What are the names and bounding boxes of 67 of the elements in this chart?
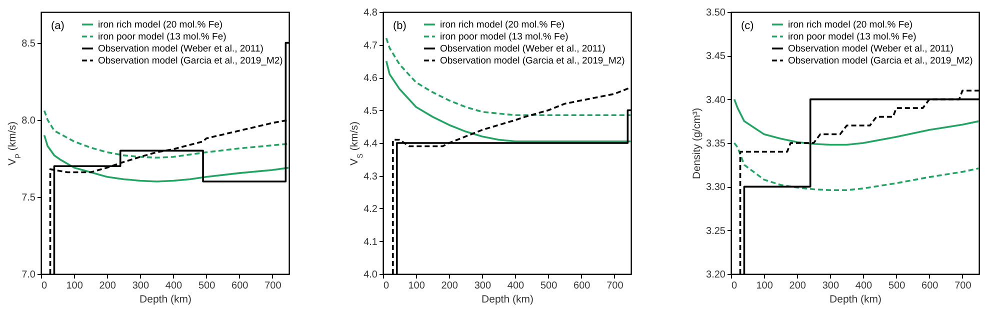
legend-label: Observation model (Weber et al., 2011) bbox=[98, 44, 264, 54]
legend-label: iron poor model (13 mol.% Fe) bbox=[440, 32, 568, 42]
legend-label: Observation model (Weber et al., 2011) bbox=[788, 44, 954, 54]
x-tick-label: 200 bbox=[441, 280, 458, 292]
legend-label: iron rich model (20 mol.% Fe) bbox=[788, 20, 913, 30]
x-axis-title: Depth (km) bbox=[830, 294, 882, 306]
x-tick-label: 400 bbox=[507, 280, 525, 292]
annotation: (b) bbox=[393, 20, 406, 32]
x-tick-label: 600 bbox=[922, 280, 939, 292]
y-tick-label: 4.1 bbox=[364, 236, 378, 248]
x-axis-title: Depth (km) bbox=[482, 294, 534, 306]
annotation: (a) bbox=[51, 20, 64, 32]
legend-label: Observation model (Weber et al., 2011) bbox=[440, 44, 606, 54]
line-series bbox=[43, 110, 289, 159]
x-tick-label: 500 bbox=[888, 280, 906, 292]
y-tick-label: 4.2 bbox=[364, 204, 378, 215]
legend-label: Observation model (Garcia et al., 2019_M2) bbox=[440, 56, 625, 66]
legend-label: Observation model (Garcia et al., 2019_M2) bbox=[98, 56, 283, 66]
x-tick-label: 300 bbox=[132, 280, 150, 292]
y-tick-label: 4.8 bbox=[364, 8, 378, 18]
x-tick-label: 0 bbox=[42, 280, 48, 292]
y-tick-label: 3.40 bbox=[706, 94, 726, 106]
y-tick-label: 3.25 bbox=[706, 226, 726, 237]
x-tick-label: 500 bbox=[540, 280, 558, 292]
y-tick-label: 4.7 bbox=[364, 40, 378, 52]
x-tick-label: 600 bbox=[574, 280, 591, 292]
x-tick-label: 100 bbox=[66, 280, 84, 292]
y-tick-label: 7.5 bbox=[22, 192, 36, 204]
y-tick-label: 8.0 bbox=[22, 115, 36, 126]
y-tick-label: 4.0 bbox=[364, 270, 378, 280]
legend-label: Observation model (Garcia et al., 2019_M2) bbox=[788, 56, 973, 66]
x-tick-label: 200 bbox=[789, 280, 806, 292]
y-tick-label: 4.6 bbox=[364, 73, 378, 84]
x-tick-label: 400 bbox=[855, 280, 873, 292]
x-tick-label: 700 bbox=[954, 280, 972, 292]
x-tick-label: 300 bbox=[822, 280, 840, 292]
y-axis-title: Density (g/cm³) bbox=[691, 108, 704, 180]
y-tick-label: 4.4 bbox=[364, 138, 378, 150]
x-tick-label: 600 bbox=[232, 280, 249, 292]
line-series bbox=[733, 98, 979, 146]
y-tick-label: 3.30 bbox=[706, 182, 726, 194]
x-tick-label: 0 bbox=[384, 280, 390, 292]
y-tick-label: 3.35 bbox=[706, 138, 726, 150]
y-tick-label: 3.45 bbox=[706, 51, 726, 62]
x-tick-label: 300 bbox=[474, 280, 492, 292]
legend-label: iron poor model (13 mol.% Fe) bbox=[98, 32, 226, 42]
y-tick-label: 8.5 bbox=[22, 38, 36, 50]
line-series bbox=[43, 134, 289, 182]
x-tick-label: 400 bbox=[165, 280, 183, 292]
legend-label: iron poor model (13 mol.% Fe) bbox=[788, 32, 916, 42]
x-tick-label: 0 bbox=[732, 280, 738, 292]
legend-label: iron rich model (20 mol.% Fe) bbox=[98, 20, 223, 30]
y-tick-label: 4.3 bbox=[364, 171, 378, 182]
y-tick-label: 4.5 bbox=[364, 106, 378, 117]
x-axis-title: Depth (km) bbox=[140, 294, 192, 306]
x-tick-label: 100 bbox=[756, 280, 774, 292]
legend-label: iron rich model (20 mol.% Fe) bbox=[440, 20, 565, 30]
y-tick-label: 3.50 bbox=[706, 8, 726, 18]
x-tick-label: 200 bbox=[99, 280, 116, 292]
x-tick-label: 700 bbox=[264, 280, 282, 292]
x-tick-label: 100 bbox=[408, 280, 426, 292]
x-tick-label: 700 bbox=[606, 280, 624, 292]
y-tick-label: 7.0 bbox=[22, 270, 36, 280]
annotation: (c) bbox=[741, 20, 754, 32]
y-tick-label: 3.20 bbox=[706, 270, 726, 280]
line-series bbox=[733, 142, 979, 192]
x-tick-label: 500 bbox=[198, 280, 216, 292]
